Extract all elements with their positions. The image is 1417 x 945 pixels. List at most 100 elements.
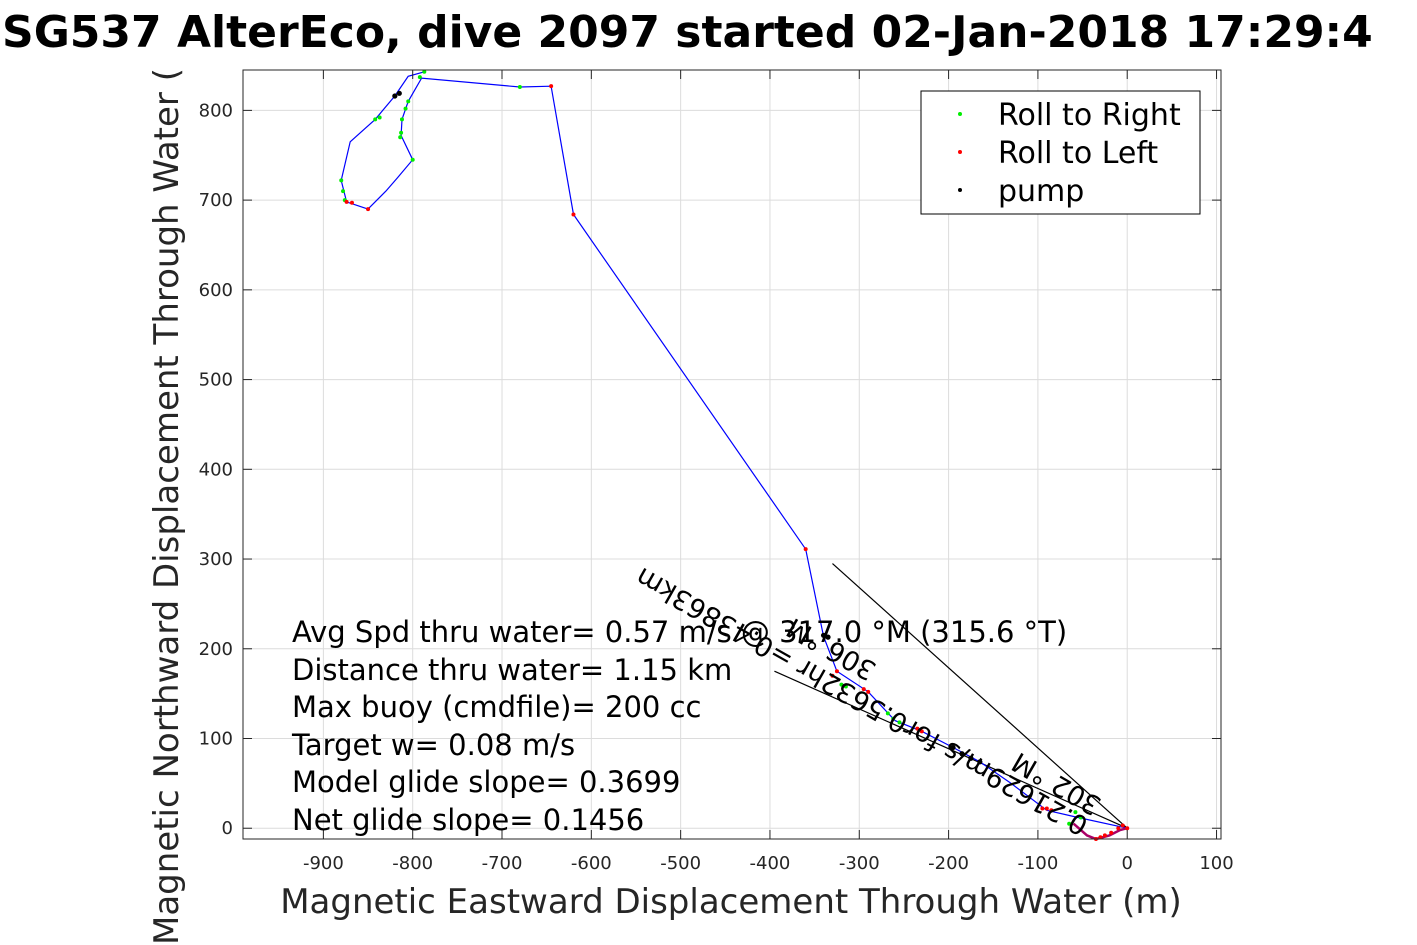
- roll-left-point: [1116, 826, 1121, 831]
- current-annotations: 0.21629m/s for0.5632hr =0.43863km 306 °M…: [631, 561, 1107, 841]
- legend-label-roll-right: Roll to Right: [998, 98, 1181, 133]
- current-vector-line: [832, 563, 1128, 829]
- roll-left-point: [919, 729, 924, 734]
- legend-marker-pump: [958, 188, 962, 192]
- y-tick-labels: 0 100 200 300 400 500 600 700 800: [199, 100, 233, 839]
- legend: Roll to Right Roll to Left pump: [920, 90, 1201, 215]
- roll-left-point: [866, 689, 871, 694]
- info-avg-speed: Avg Spd thru water= 0.57 m/s @ 317.0 °M …: [292, 615, 1067, 649]
- roll-right-point: [406, 99, 411, 104]
- y-tick-label: 700: [199, 190, 233, 211]
- roll-right-point: [885, 711, 890, 716]
- x-tick-label: -100: [1017, 853, 1058, 874]
- x-tick-label: 100: [1199, 853, 1233, 874]
- y-tick-label: 0: [222, 818, 233, 839]
- roll-left-point: [915, 726, 920, 731]
- legend-marker-roll-left: [958, 150, 962, 154]
- x-tick-label: -700: [482, 853, 523, 874]
- legend-box: [920, 90, 1201, 215]
- roll-left-point: [571, 212, 576, 217]
- roll-right-point: [373, 117, 378, 122]
- x-tick-label: -900: [303, 853, 344, 874]
- dive-track: [340, 71, 1128, 841]
- roll-left-point: [1049, 808, 1054, 813]
- roll-left-point: [1125, 826, 1130, 831]
- pump-point: [392, 93, 398, 99]
- roll-right-point: [339, 178, 344, 183]
- x-tick-label: 0: [1121, 853, 1132, 874]
- info-text-block: Avg Spd thru water= 0.57 m/s @ 317.0 °M …: [291, 615, 1067, 837]
- roll-left-point: [803, 547, 808, 552]
- legend-marker-roll-right: [958, 112, 962, 116]
- roll-right-point: [377, 115, 382, 120]
- roll-right-point: [517, 85, 522, 90]
- pump-point: [968, 755, 974, 761]
- data-points: [339, 69, 1130, 841]
- y-axis-label: Magnetic Northward Displacement Through …: [147, 68, 187, 945]
- legend-label-pump: pump: [998, 174, 1084, 209]
- x-tick-label: -800: [392, 853, 433, 874]
- y-tick-label: 200: [199, 639, 233, 660]
- roll-right-point: [891, 716, 896, 721]
- info-distance: Distance thru water= 1.15 km: [292, 653, 732, 687]
- legend-label-roll-left: Roll to Left: [998, 136, 1158, 171]
- roll-left-point: [1120, 823, 1125, 828]
- y-tick-label: 400: [199, 459, 233, 480]
- roll-left-point: [1102, 833, 1107, 838]
- roll-right-point: [399, 130, 404, 135]
- x-tick-labels: -900 -800 -700 -600 -500 -400 -300 -200 -100 0 100: [303, 853, 1234, 874]
- y-tick-label: 500: [199, 370, 233, 391]
- info-model-glide: Model glide slope= 0.3699: [292, 765, 680, 799]
- roll-right-point: [897, 720, 902, 725]
- roll-left-point: [349, 200, 354, 205]
- pump-point: [820, 632, 827, 638]
- current-vector-line: [774, 670, 1128, 829]
- pump-point: [959, 751, 965, 757]
- info-max-buoy: Max buoy (cmdfile)= 200 cc: [292, 690, 701, 724]
- roll-left-point: [861, 687, 866, 692]
- roll-right-point: [398, 135, 403, 140]
- y-tick-label: 600: [199, 280, 233, 301]
- roll-left-point: [1044, 806, 1049, 811]
- roll-left-point: [1040, 806, 1045, 811]
- roll-left-point: [344, 199, 349, 204]
- info-net-glide: Net glide slope= 0.1456: [292, 803, 644, 837]
- y-tick-label: 100: [199, 729, 233, 750]
- axes: [242, 69, 1222, 840]
- chart-title: SG537 AlterEco, dive 2097 started 02-Jan…: [2, 7, 1373, 58]
- guide-lines: [774, 563, 1128, 829]
- pump-point: [950, 744, 956, 751]
- x-tick-label: -300: [839, 853, 880, 874]
- roll-right-point: [410, 157, 415, 162]
- roll-right-point: [839, 682, 844, 687]
- x-tick-label: -600: [571, 853, 612, 874]
- x-tick-label: -400: [750, 853, 791, 874]
- x-axis-label: Magnetic Eastward Displacement Through W…: [280, 882, 1182, 922]
- grid: [243, 70, 1221, 839]
- x-tick-label: -200: [928, 853, 969, 874]
- pump-point: [396, 90, 402, 96]
- roll-left-point: [549, 84, 554, 89]
- roll-right-point: [403, 106, 408, 111]
- pump-point: [977, 759, 983, 765]
- roll-left-point: [1109, 830, 1114, 835]
- y-tick-label: 800: [199, 100, 233, 121]
- roll-left-point: [366, 207, 371, 212]
- pump-point: [825, 634, 831, 640]
- dive-track-line: [340, 71, 1128, 829]
- roll-right-point: [1067, 821, 1072, 826]
- roll-right-point: [422, 69, 427, 74]
- roll-left-point: [830, 673, 835, 678]
- info-target-w: Target w= 0.08 m/s: [291, 728, 575, 762]
- roll-right-point: [417, 75, 422, 80]
- y-tick-label: 300: [199, 549, 233, 570]
- x-tick-label: -500: [660, 853, 701, 874]
- dive-track-end-segment: [1072, 822, 1128, 841]
- plot-area-border: [242, 69, 1222, 840]
- roll-right-point: [843, 684, 848, 689]
- roll-right-point: [1078, 815, 1083, 820]
- roll-right-point: [341, 189, 346, 194]
- roll-left-point: [1098, 835, 1103, 840]
- roll-right-point: [399, 117, 404, 122]
